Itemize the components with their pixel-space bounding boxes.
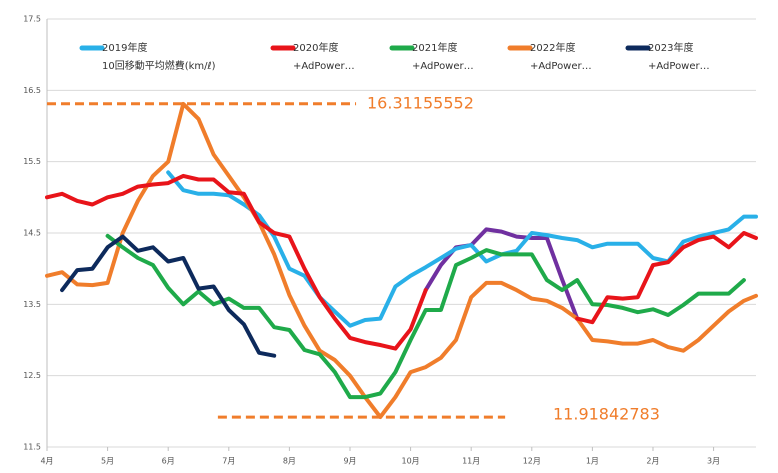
x-tick-label: 11月 [462,457,480,466]
legend-label: 2019年度 [102,41,147,54]
series-line [45,101,758,419]
y-tick-label: 16.5 [23,86,41,95]
y-tick-label: 14.5 [23,229,41,238]
y-tick-label: 15.5 [23,157,41,166]
legend-label: 2021年度 [412,41,457,54]
legend-label: 2022年度 [530,41,575,54]
series-line [166,170,758,328]
y-tick-label: 17.5 [23,15,41,24]
legend-label: 2020年度 [293,41,338,54]
legend-sub: +AdPower… [530,61,592,72]
x-tick-label: 3月 [707,457,720,466]
x-tick-label: 12月 [523,457,541,466]
x-tick-label: 2月 [646,457,659,466]
x-tick-label: 9月 [343,457,356,466]
legend-sub: +AdPower… [412,61,474,72]
reference-label: 11.91842783 [553,405,660,424]
y-tick-label: 11.5 [23,443,41,452]
x-tick-label: 6月 [162,457,175,466]
y-tick-label: 12.5 [23,371,41,380]
x-tick-label: 1月 [586,457,599,466]
x-tick-label: 7月 [222,457,235,466]
x-tick-label: 10月 [401,457,419,466]
x-tick-label: 5月 [101,457,114,466]
legend-sub: 10回移動平均燃費(km/ℓ) [102,59,216,72]
x-tick-label: 4月 [40,457,53,466]
x-tick-label: 8月 [283,457,296,466]
reference-label: 16.31155552 [367,93,474,112]
series-line [45,173,758,351]
legend-label: 2023年度 [648,41,693,54]
y-tick-label: 13.5 [23,300,41,309]
series-line [105,233,746,400]
series-line [60,234,277,358]
legend-sub: +AdPower… [293,61,355,72]
legend-sub: +AdPower… [648,61,710,72]
